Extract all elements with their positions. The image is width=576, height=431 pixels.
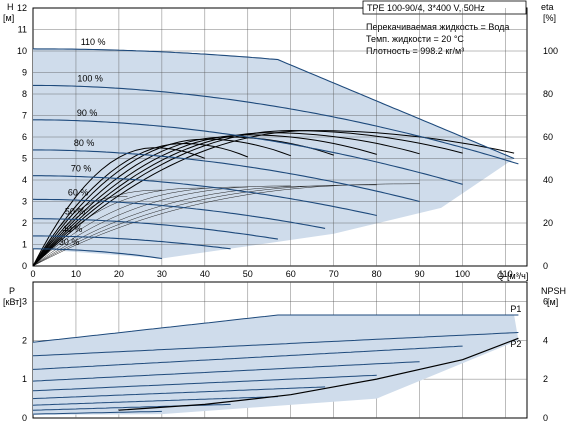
npsh-tick-label: 0 <box>543 413 548 423</box>
top-plot: 0 10 20 30 40 50 60 70 80 90 100 110012345678910111… <box>17 3 558 279</box>
speed-curve-label: 30 % <box>59 237 80 247</box>
left-axis-label: H <box>7 2 14 12</box>
speed-curve <box>33 248 162 260</box>
npsh-axis-label: NPSH <box>541 286 566 296</box>
power-curve <box>32 410 162 415</box>
x-tick-label: 90 <box>415 269 425 279</box>
y-tick-label: 0 <box>22 261 27 271</box>
bottom-plot: 0 1 2 3 0 2 4 6 P1 P2 <box>22 282 548 423</box>
eta-tick-label: 60 <box>543 132 553 142</box>
eta-tick-label: 40 <box>543 175 553 185</box>
x-tick-label: 20 <box>114 269 124 279</box>
power-tick-label: 1 <box>22 374 27 384</box>
speed-curve <box>33 235 231 250</box>
npsh-tick-label: 6 <box>543 296 548 306</box>
eta-tick-label: 80 <box>543 89 553 99</box>
speed-curve <box>33 175 377 217</box>
left-axis-unit: [м] <box>3 13 14 23</box>
npsh-tick-label: 4 <box>543 335 548 345</box>
speed-curve-label: 90 % <box>77 108 98 118</box>
y-tick-label: 3 <box>22 197 27 207</box>
x-tick-label: 70 <box>329 269 339 279</box>
speed-curve-label: 110 % <box>81 37 106 47</box>
y-tick-label: 7 <box>22 111 27 121</box>
right-axis-label: eta <box>541 2 554 12</box>
y-tick-label: 1 <box>22 240 27 250</box>
speed-curve-label: 60 % <box>68 187 89 197</box>
eta-tick-label: 20 <box>543 218 553 228</box>
x-tick-label: 80 <box>372 269 382 279</box>
power-curve <box>32 396 278 406</box>
power-tick-label: 3 <box>22 296 27 306</box>
system-curve <box>32 186 248 267</box>
y-tick-label: 12 <box>17 3 27 13</box>
x-axis-label: Q <box>497 271 504 281</box>
title-box <box>362 0 527 15</box>
x-tick-label: 30 <box>157 269 167 279</box>
speed-curve <box>33 218 278 240</box>
power-curve <box>32 345 463 370</box>
x-axis-unit: [м³/ч] <box>507 271 528 281</box>
speed-curve <box>33 84 519 165</box>
speed-curve-label: 50 % <box>65 207 86 217</box>
speed-curve-label: 70 % <box>71 164 92 174</box>
eta-tick-label: 100 <box>543 46 558 56</box>
y-tick-label: 6 <box>22 132 27 142</box>
system-curve <box>32 196 128 267</box>
operating-envelope <box>33 48 515 259</box>
efficiency-curve <box>32 134 377 267</box>
speed-curve-label: 40 % <box>62 224 83 234</box>
speed-curve <box>33 119 463 185</box>
right-axis-unit: [%] <box>543 13 556 23</box>
y-tick-label: 9 <box>22 68 27 78</box>
efficiency-curve <box>32 147 205 267</box>
power-curve <box>32 314 519 343</box>
power-envelope <box>33 315 519 415</box>
x-tick-label: 110 <box>498 269 512 279</box>
y-tick-label: 5 <box>22 154 27 164</box>
x-tick-label: 10 <box>71 269 81 279</box>
x-tick-label: 50 <box>243 269 253 279</box>
speed-curve-label: 80 % <box>74 138 95 148</box>
y-tick-label: 4 <box>22 175 27 185</box>
power-curve <box>32 332 519 357</box>
y-tick-label: 8 <box>22 89 27 99</box>
series-label-p1: P1 <box>510 304 521 314</box>
info-line-2: Темп. жидкости = 20 °C <box>366 34 464 44</box>
y-tick-label: 2 <box>22 218 27 228</box>
speed-curve <box>32 48 515 160</box>
efficiency-curve <box>32 138 291 267</box>
power-tick-label: 0 <box>22 413 27 423</box>
y-tick-label: 10 <box>17 46 27 56</box>
speed-curve <box>32 198 326 229</box>
series-label-p2: P2 <box>510 339 521 349</box>
speed-curve-label: 100 % <box>77 73 103 83</box>
eta-tick-label: 0 <box>543 261 548 271</box>
x-tick-label: 0 <box>30 269 35 279</box>
chart-title: TPE 100-90/4, 3*400 V, 50Hz <box>367 3 485 13</box>
npsh-tick-label: 2 <box>543 374 548 384</box>
power-axis-label: P <box>9 286 15 296</box>
power-tick-label: 2 <box>22 335 27 345</box>
power-curve <box>32 374 377 392</box>
npsh-curve <box>118 337 519 411</box>
x-tick-label: 60 <box>286 269 296 279</box>
speed-curve <box>33 149 420 203</box>
npsh-axis-unit: [м] <box>547 297 558 307</box>
x-tick-label: 40 <box>200 269 210 279</box>
power-curve <box>32 361 420 382</box>
x-tick-label: 100 <box>455 269 470 279</box>
power-axis-unit: [кВт] <box>3 297 22 307</box>
power-curve <box>32 386 326 400</box>
efficiency-curve <box>32 142 248 267</box>
info-line-1: Перекачиваемая жидкость = Вода <box>366 22 509 32</box>
y-tick-label: 11 <box>18 25 27 35</box>
